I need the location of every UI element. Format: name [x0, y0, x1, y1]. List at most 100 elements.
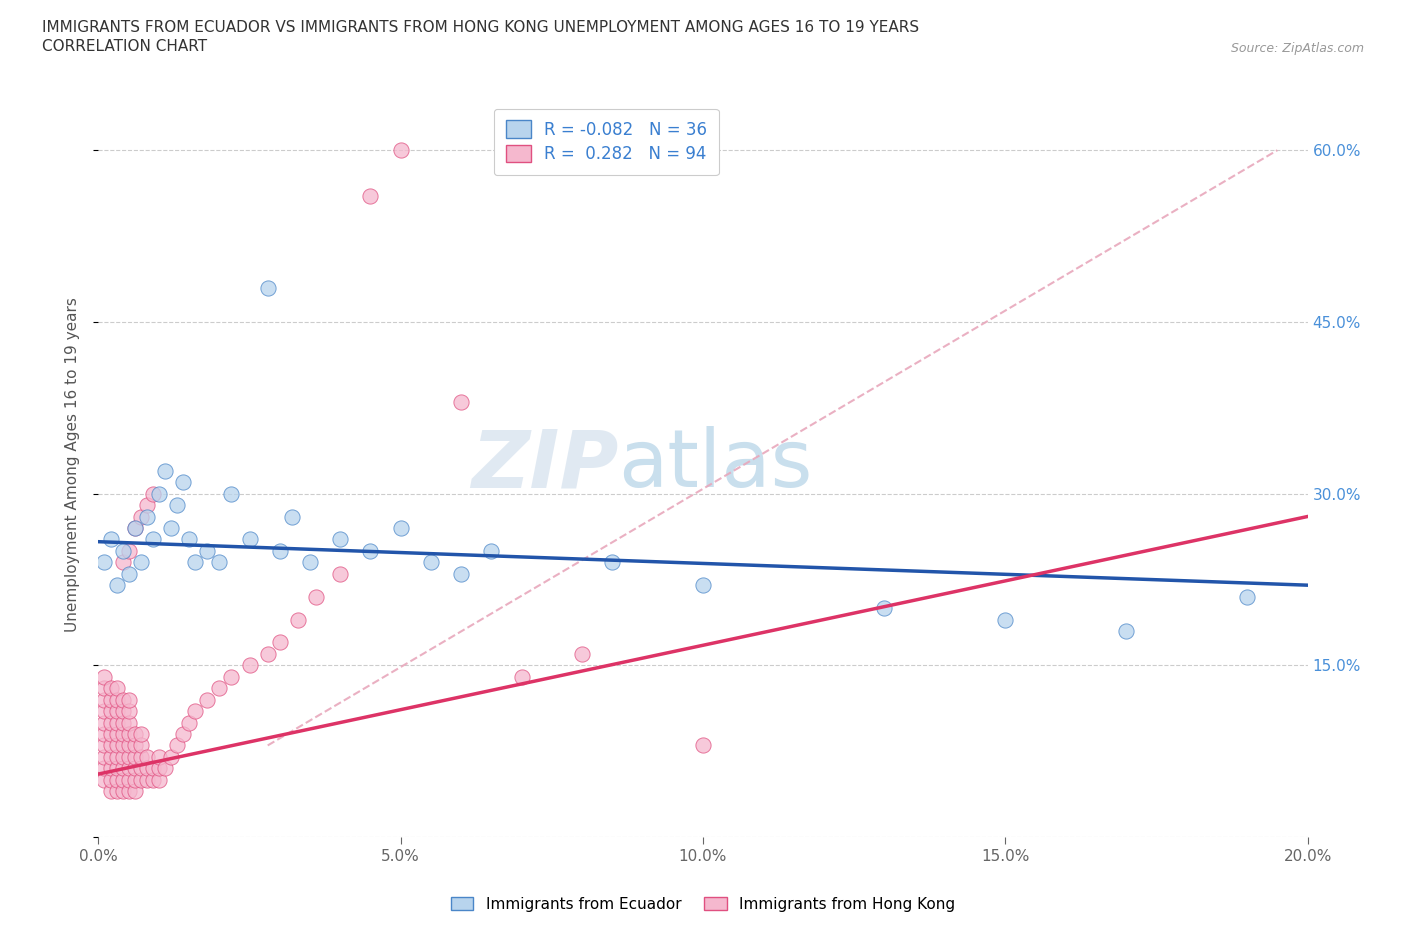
Point [111, 543, 134, 558]
Point [269, 635, 291, 650]
Point [692, 738, 714, 753]
Point [118, 543, 141, 558]
Point [111, 750, 134, 764]
Point [100, 784, 122, 799]
Point [1236, 590, 1258, 604]
Point [100, 704, 122, 719]
Point [118, 784, 141, 799]
Point [118, 704, 141, 719]
Point [118, 566, 141, 581]
Point [153, 761, 176, 776]
Point [100, 715, 122, 730]
Point [93, 692, 115, 707]
Point [135, 772, 157, 787]
Point [172, 474, 194, 489]
Point [287, 612, 309, 627]
Point [118, 750, 141, 764]
Point [142, 772, 165, 787]
Point [105, 784, 128, 799]
Point [184, 555, 207, 570]
Point [124, 772, 146, 787]
Point [571, 646, 593, 661]
Point [281, 509, 304, 524]
Point [129, 761, 152, 776]
Point [873, 601, 896, 616]
Point [305, 590, 328, 604]
Point [105, 772, 128, 787]
Text: IMMIGRANTS FROM ECUADOR VS IMMIGRANTS FROM HONG KONG UNEMPLOYMENT AMONG AGES 16 : IMMIGRANTS FROM ECUADOR VS IMMIGRANTS FR… [42, 20, 920, 35]
Point [111, 555, 134, 570]
Point [510, 670, 533, 684]
Point [124, 738, 146, 753]
Point [160, 521, 183, 536]
Point [1115, 623, 1137, 638]
Point [100, 692, 122, 707]
Point [93, 704, 115, 719]
Point [105, 681, 128, 696]
Point [148, 772, 170, 787]
Point [135, 750, 157, 764]
Point [129, 555, 152, 570]
Point [450, 566, 472, 581]
Point [299, 555, 322, 570]
Legend: R = -0.082   N = 36, R =  0.282   N = 94: R = -0.082 N = 36, R = 0.282 N = 94 [494, 109, 718, 175]
Point [124, 521, 146, 536]
Point [329, 566, 352, 581]
Point [93, 715, 115, 730]
Point [111, 726, 134, 741]
Point [118, 726, 141, 741]
Point [221, 670, 243, 684]
Point [129, 726, 152, 741]
Text: atlas: atlas [619, 426, 813, 504]
Point [124, 784, 146, 799]
Point [129, 772, 152, 787]
Point [142, 532, 165, 547]
Point [184, 704, 207, 719]
Point [179, 715, 201, 730]
Point [129, 738, 152, 753]
Point [118, 761, 141, 776]
Point [129, 750, 152, 764]
Point [239, 532, 262, 547]
Point [100, 772, 122, 787]
Text: CORRELATION CHART: CORRELATION CHART [42, 39, 207, 54]
Point [111, 715, 134, 730]
Legend: Immigrants from Ecuador, Immigrants from Hong Kong: Immigrants from Ecuador, Immigrants from… [444, 890, 962, 918]
Point [135, 498, 157, 512]
Point [481, 543, 503, 558]
Point [360, 543, 382, 558]
Point [148, 486, 170, 501]
Y-axis label: Unemployment Among Ages 16 to 19 years: Unemployment Among Ages 16 to 19 years [65, 298, 80, 632]
Point [195, 543, 218, 558]
Point [269, 543, 291, 558]
Point [179, 532, 201, 547]
Point [160, 750, 183, 764]
Point [93, 670, 115, 684]
Point [93, 681, 115, 696]
Point [100, 761, 122, 776]
Point [221, 486, 243, 501]
Point [105, 761, 128, 776]
Point [111, 692, 134, 707]
Point [118, 715, 141, 730]
Point [256, 280, 278, 295]
Point [420, 555, 443, 570]
Point [195, 692, 218, 707]
Point [329, 532, 352, 547]
Point [105, 726, 128, 741]
Point [450, 394, 472, 409]
Point [129, 509, 152, 524]
Point [105, 578, 128, 592]
Point [135, 509, 157, 524]
Point [111, 784, 134, 799]
Point [166, 738, 188, 753]
Point [93, 761, 115, 776]
Point [105, 750, 128, 764]
Point [602, 555, 624, 570]
Point [93, 738, 115, 753]
Point [208, 681, 231, 696]
Point [111, 738, 134, 753]
Point [118, 738, 141, 753]
Point [118, 692, 141, 707]
Point [142, 486, 165, 501]
